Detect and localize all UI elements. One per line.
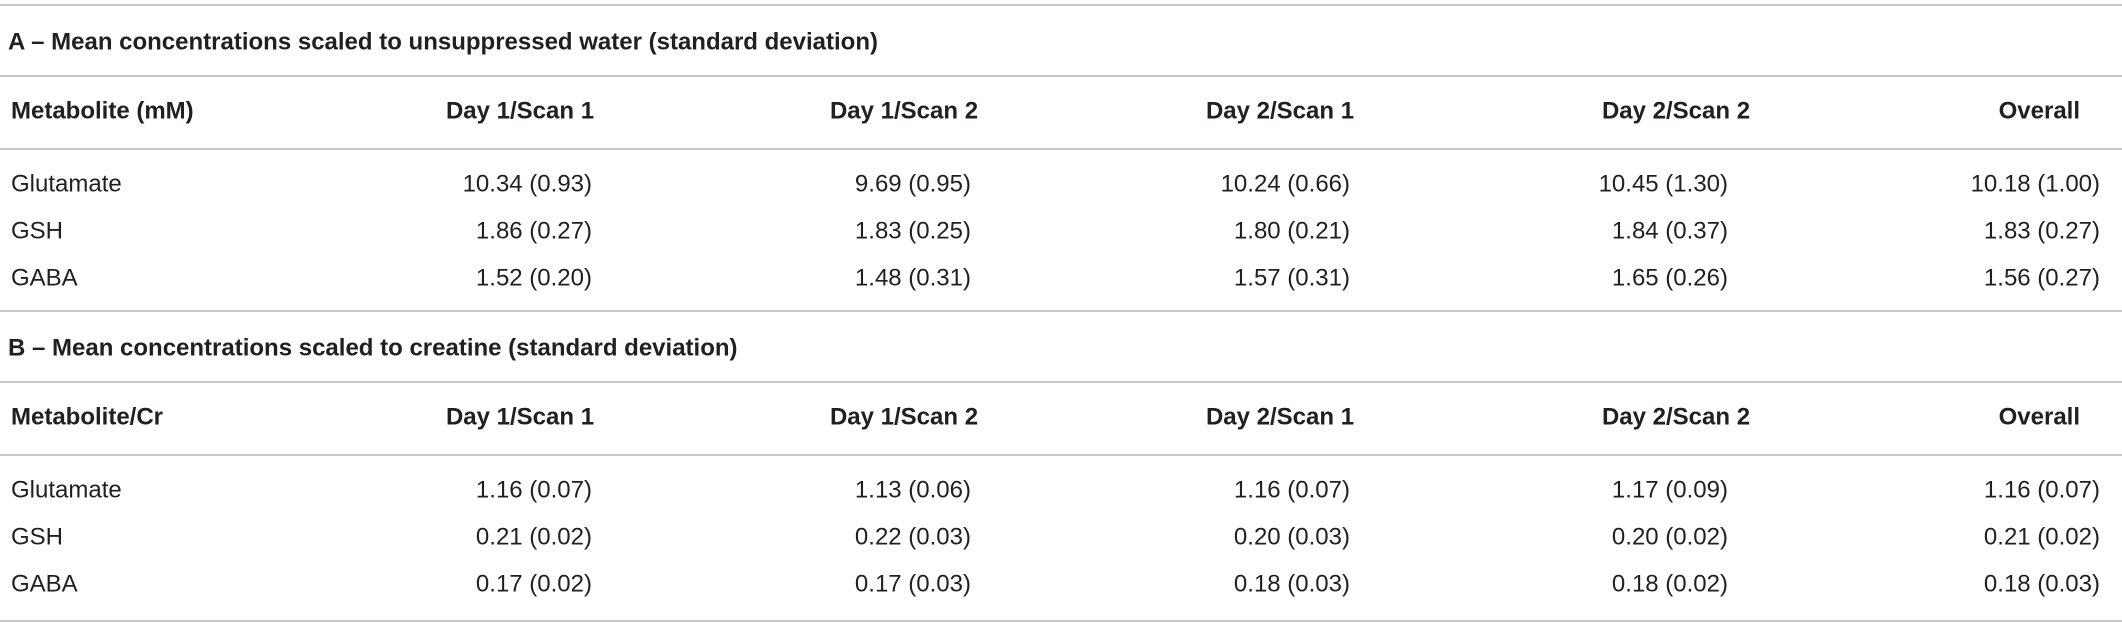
column-header: Day 2/Scan 2 — [1602, 97, 1750, 124]
cell: 0.21 (0.02) — [476, 523, 592, 550]
cell: 1.65 (0.26) — [1612, 264, 1728, 291]
section-title: A – Mean concentrations scaled to unsupp… — [8, 28, 878, 55]
cell: 1.13 (0.06) — [855, 476, 971, 503]
column-header: Metabolite (mM) — [11, 97, 194, 124]
row-label: Glutamate — [11, 170, 122, 197]
cell: 0.21 (0.02) — [1984, 523, 2100, 550]
cell: 1.86 (0.27) — [476, 217, 592, 244]
column-header: Day 2/Scan 1 — [1206, 97, 1354, 124]
column-header: Day 1/Scan 2 — [830, 403, 978, 430]
cell: 0.22 (0.03) — [855, 523, 971, 550]
cell: 1.83 (0.27) — [1984, 217, 2100, 244]
cell: 1.83 (0.25) — [855, 217, 971, 244]
row-label: GABA — [11, 570, 78, 597]
cell: 0.17 (0.02) — [476, 570, 592, 597]
cell: 1.84 (0.37) — [1612, 217, 1728, 244]
cell: 1.80 (0.21) — [1234, 217, 1350, 244]
row-label: GABA — [11, 264, 78, 291]
column-header: Day 1/Scan 1 — [446, 403, 594, 430]
row-label: GSH — [11, 217, 63, 244]
cell: 1.57 (0.31) — [1234, 264, 1350, 291]
column-header: Day 2/Scan 2 — [1602, 403, 1750, 430]
cell: 9.69 (0.95) — [855, 170, 971, 197]
cell: 0.18 (0.02) — [1612, 570, 1728, 597]
cell: 0.20 (0.02) — [1612, 523, 1728, 550]
cell: 1.48 (0.31) — [855, 264, 971, 291]
cell: 1.16 (0.07) — [1234, 476, 1350, 503]
column-header: Day 1/Scan 1 — [446, 97, 594, 124]
row-label: Glutamate — [11, 476, 122, 503]
cell: 0.18 (0.03) — [1984, 570, 2100, 597]
cell: 1.52 (0.20) — [476, 264, 592, 291]
cell: 0.20 (0.03) — [1234, 523, 1350, 550]
cell: 1.17 (0.09) — [1612, 476, 1728, 503]
cell: 1.16 (0.07) — [476, 476, 592, 503]
cell: 10.45 (1.30) — [1599, 170, 1728, 197]
cell: 1.56 (0.27) — [1984, 264, 2100, 291]
column-header: Day 2/Scan 1 — [1206, 403, 1354, 430]
cell: 1.16 (0.07) — [1984, 476, 2100, 503]
column-header: Overall — [1999, 97, 2080, 124]
column-header: Overall — [1999, 403, 2080, 430]
column-header: Day 1/Scan 2 — [830, 97, 978, 124]
cell: 10.34 (0.93) — [463, 170, 592, 197]
cell: 10.18 (1.00) — [1971, 170, 2100, 197]
row-label: GSH — [11, 523, 63, 550]
cell: 0.17 (0.03) — [855, 570, 971, 597]
cell: 0.18 (0.03) — [1234, 570, 1350, 597]
cell: 10.24 (0.66) — [1221, 170, 1350, 197]
section-title: B – Mean concentrations scaled to creati… — [8, 334, 738, 361]
column-header: Metabolite/Cr — [11, 403, 163, 430]
